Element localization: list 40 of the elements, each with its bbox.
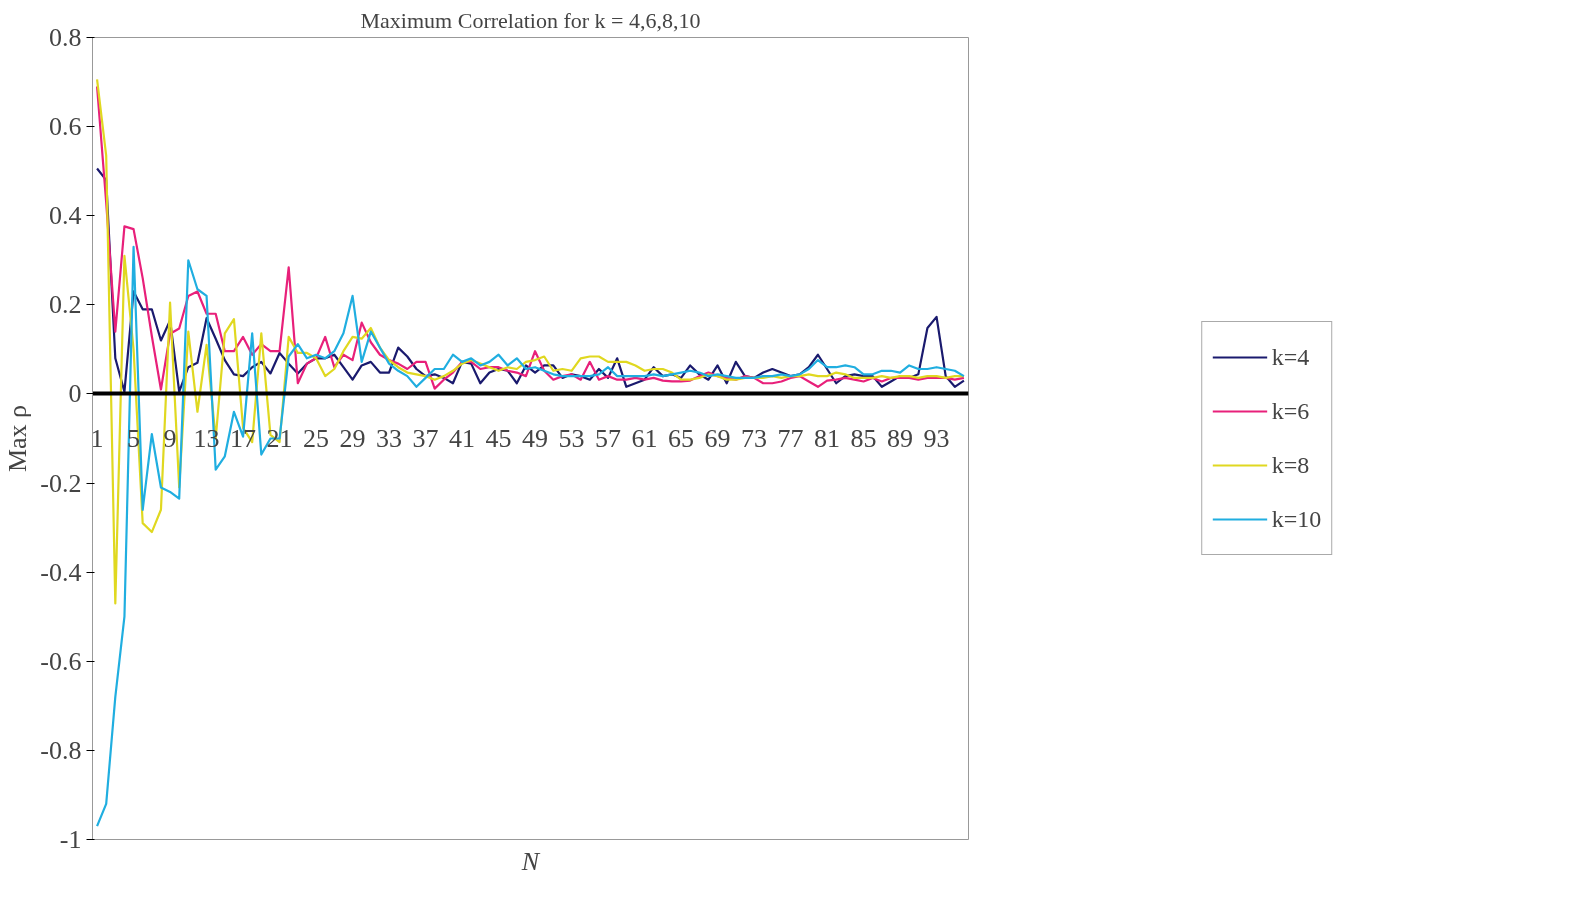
x-tick-label: 45 [485, 423, 512, 453]
line-series [95, 245, 966, 828]
y-tick-label: -0.6 [40, 646, 82, 676]
y-tick-label: 0.2 [49, 290, 82, 320]
y-tick-label: 0.8 [49, 23, 82, 52]
y-tick-label: 0 [68, 379, 82, 409]
line-series [95, 167, 966, 393]
x-tick-label: 33 [376, 423, 403, 453]
x-tick-label: 25 [303, 423, 330, 453]
x-tick-label: 69 [704, 423, 731, 453]
line-series [95, 85, 966, 391]
y-tick-label: -0.8 [40, 735, 82, 765]
x-axis-title: N [520, 846, 541, 876]
x-tick-label: 77 [777, 423, 804, 453]
legend-label: k=6 [1271, 396, 1310, 426]
legend-label: k=8 [1271, 450, 1310, 480]
x-tick-label: 41 [449, 423, 476, 453]
y-tick-label: 0.4 [49, 201, 82, 231]
x-tick-label: 1 [90, 423, 104, 453]
x-tick-label: 85 [850, 423, 877, 453]
x-tick-label: 49 [522, 423, 549, 453]
y-tick-label: 0.6 [49, 112, 82, 142]
x-tick-label: 81 [814, 423, 841, 453]
legend-label: k=10 [1271, 504, 1322, 534]
x-tick-label: 65 [668, 423, 695, 453]
x-tick-label: 29 [339, 423, 366, 453]
chart-title: Maximum Correlation for k = 4,6,8,10 [360, 7, 701, 33]
y-tick-label: -1 [59, 825, 82, 854]
x-tick-label: 93 [923, 423, 950, 453]
x-tick-label: 57 [595, 423, 622, 453]
x-tick-label: 73 [741, 423, 768, 453]
y-axis-title: Max ρ [3, 404, 33, 473]
x-tick-label: 37 [412, 423, 439, 453]
x-tick-label: 61 [631, 423, 658, 453]
x-tick-label: 89 [887, 423, 914, 453]
legend-label: k=4 [1271, 342, 1310, 372]
x-tick-label: 53 [558, 423, 585, 453]
y-tick-label: -0.2 [40, 468, 82, 498]
x-tick-label: 17 [230, 423, 257, 453]
y-tick-label: -0.4 [40, 557, 82, 587]
